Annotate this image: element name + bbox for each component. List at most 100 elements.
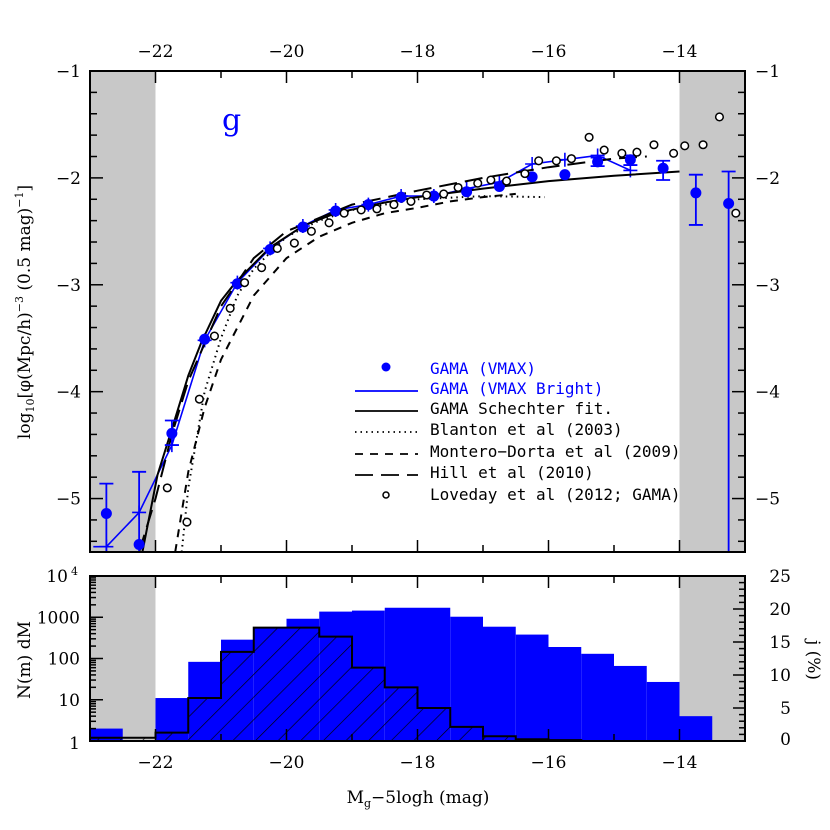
- top-x-tick-label: −20: [269, 42, 305, 62]
- bottom-x-tick-label: −20: [269, 753, 305, 773]
- gama-vmax-point: [166, 427, 178, 439]
- right-y-axis-label: j (%): [803, 638, 823, 680]
- legend-entry: Montero−Dorta et al (2009): [430, 442, 680, 461]
- gama-vmax-point: [100, 508, 112, 520]
- fraction-tick-label: 20: [769, 600, 791, 620]
- error-bar: [688, 173, 703, 226]
- gama-vmax-point: [231, 278, 243, 290]
- right-y-tick-label: −4: [755, 383, 780, 403]
- count-tick-label: 100: [48, 650, 80, 670]
- loveday-point: [439, 189, 449, 199]
- loveday-point: [225, 303, 235, 313]
- band-label: g: [222, 103, 241, 138]
- loveday-point: [714, 112, 725, 122]
- loveday-point: [339, 208, 349, 218]
- bottom-x-tick-label: −16: [531, 753, 567, 773]
- right-y-tick-label: −3: [755, 276, 780, 296]
- loveday-point: [240, 278, 250, 288]
- loveday-point: [272, 243, 282, 253]
- histogram-bar: [646, 681, 680, 741]
- gama-vmax-point: [624, 154, 636, 166]
- legend-entry: Loveday et al (2012; GAMA): [430, 485, 680, 504]
- legend-entry: GAMA (VMAX): [430, 359, 536, 378]
- left-y-tick-label: −4: [56, 383, 81, 403]
- gama-vmax-point: [657, 162, 669, 174]
- loveday-point: [356, 205, 366, 215]
- loveday-point: [209, 331, 219, 341]
- fraction-tick-label: 15: [769, 633, 791, 653]
- left-y-tick-label: −3: [56, 276, 81, 296]
- histogram-bar: [450, 616, 483, 741]
- gama-vmax-point: [461, 186, 473, 198]
- series-line-5: [138, 155, 647, 552]
- legend-entry: Hill et al (2010): [430, 463, 594, 482]
- xlabel-M: M: [347, 788, 364, 808]
- gama-vmax-point: [428, 190, 440, 202]
- loveday-point: [502, 176, 512, 186]
- fraction-tick-label: 25: [769, 567, 791, 587]
- right-y-tick-label: −1: [755, 62, 780, 82]
- series-line-4: [174, 192, 516, 552]
- loveday-point: [406, 196, 416, 206]
- left-y-tick-label: −5: [56, 490, 81, 510]
- loveday-point: [632, 147, 642, 157]
- gama-vmax-point: [592, 156, 604, 168]
- top-y-axis-label: log10[φ(Mpc/h)−3 (0.5 mag)−1]: [13, 185, 37, 439]
- loveday-point: [669, 148, 679, 158]
- count-tick-label: 1000: [37, 608, 80, 628]
- ylabel-exp1: −1: [13, 192, 26, 208]
- fraction-tick-label: 0: [780, 730, 791, 750]
- right-y-tick-label: −5: [755, 490, 780, 510]
- ylabel-exp3: −3: [13, 296, 26, 312]
- legend: GAMA (VMAX)GAMA (VMAX Bright)GAMA Schech…: [355, 359, 680, 504]
- right-y-tick-label: −2: [755, 169, 780, 189]
- plot-frame: [89, 70, 746, 553]
- loveday-point: [566, 154, 576, 164]
- left-y-tick-label: −1: [56, 62, 81, 82]
- gama-vmax-point: [362, 199, 374, 211]
- xlabel-sub-g: g: [364, 797, 371, 810]
- legend-entry: GAMA (VMAX Bright): [430, 379, 603, 398]
- loveday-point: [289, 238, 299, 248]
- excluded-region: [679, 71, 745, 552]
- histogram-bar: [581, 653, 614, 741]
- gama-vmax-point: [133, 539, 145, 551]
- hatched-histogram-fill: [90, 627, 713, 741]
- loveday-point: [162, 483, 172, 493]
- loveday-point: [551, 156, 561, 166]
- loveday-point: [372, 204, 382, 214]
- ylabel-log: log: [15, 412, 35, 439]
- loveday-point: [257, 263, 267, 273]
- histogram-bar: [548, 647, 582, 741]
- loveday-point: [584, 132, 594, 142]
- loveday-point: [486, 175, 496, 185]
- loveday-point: [182, 517, 192, 527]
- histogram-bar: [483, 626, 516, 741]
- gama-vmax-point: [559, 169, 571, 181]
- loveday-point: [194, 394, 204, 404]
- series-line-2: [141, 170, 680, 552]
- excluded-region: [679, 576, 745, 741]
- top-x-tick-label: −22: [138, 42, 174, 62]
- loveday-point: [599, 145, 609, 155]
- legend-marker-open-circle: [382, 491, 390, 499]
- count-tick-label-10k: 10: [46, 567, 68, 587]
- loveday-point: [453, 182, 463, 193]
- ylabel-sub10: 10: [24, 399, 37, 413]
- gama-vmax-point: [330, 205, 342, 217]
- loveday-point: [731, 208, 741, 218]
- gama-vmax-point: [264, 244, 276, 256]
- left-y-tick-label: −2: [56, 169, 81, 189]
- gama-vmax-point: [723, 198, 735, 210]
- bottom-x-tick-label: −14: [662, 753, 698, 773]
- gama-vmax-point: [690, 187, 702, 199]
- bottom-x-tick-label: −22: [138, 753, 174, 773]
- ylabel-phi: [φ(Mpc/h): [15, 312, 35, 398]
- gama-vmax-point: [395, 191, 407, 203]
- ylabel-mag: (0.5 mag): [15, 208, 35, 296]
- loveday-point: [680, 141, 690, 151]
- legend-entry: GAMA Schechter fit.: [430, 399, 613, 418]
- loveday-point: [617, 148, 627, 158]
- top-x-tick-label: −18: [400, 42, 436, 62]
